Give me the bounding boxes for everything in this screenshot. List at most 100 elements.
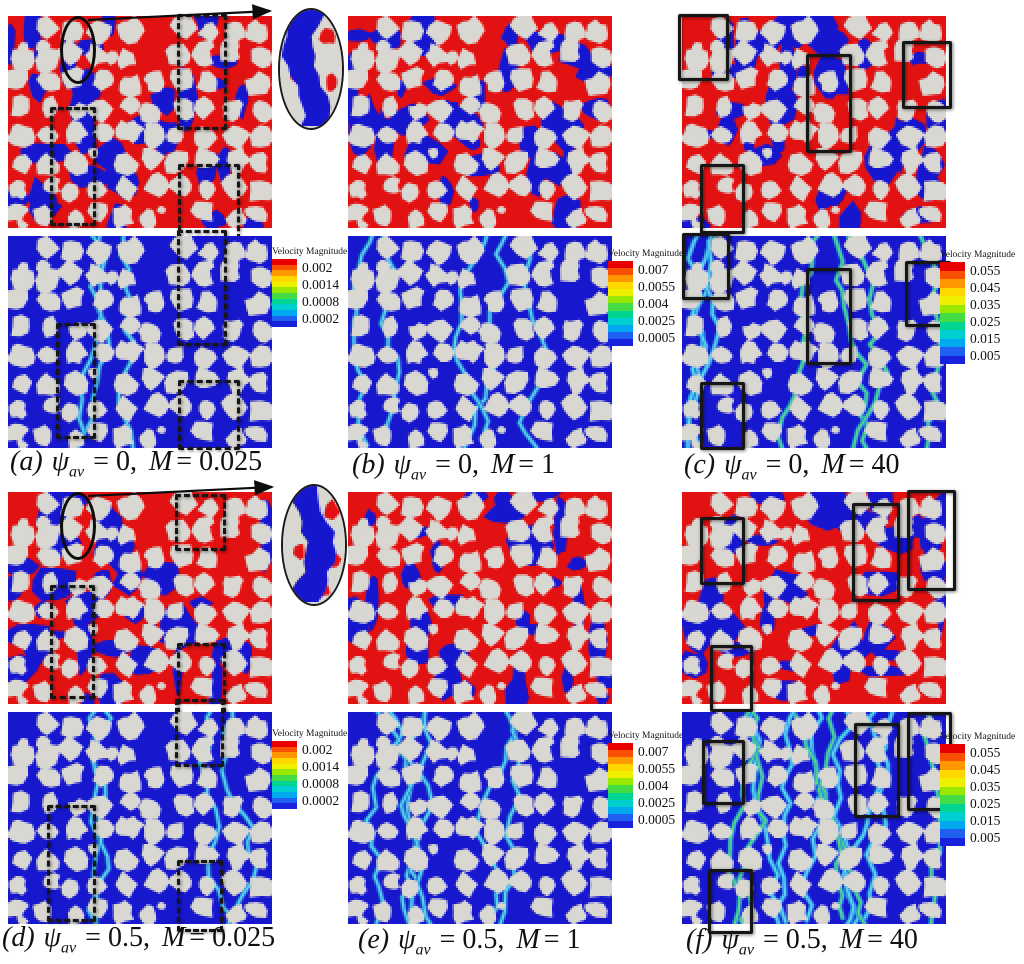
caption-m-value: = 40 bbox=[867, 924, 918, 955]
velocity-map-f bbox=[682, 712, 953, 935]
colorbar-tick-label: 0.004 bbox=[638, 295, 669, 311]
colorbar-swatch bbox=[940, 769, 965, 778]
colorbar-tick-label: 0.0002 bbox=[302, 310, 340, 326]
caption-psi-symbol: ψav bbox=[51, 446, 85, 481]
colorbar-tick-label: 0.015 bbox=[970, 812, 1001, 828]
colorbar-swatch bbox=[272, 741, 297, 747]
caption-m-symbol: M bbox=[148, 446, 173, 477]
colorbar-swatch bbox=[272, 270, 297, 277]
colorbar-swatch bbox=[940, 287, 965, 296]
colorbar-swatch bbox=[608, 317, 633, 325]
colorbar-swatch bbox=[940, 744, 965, 753]
velocity-map-c bbox=[682, 232, 951, 450]
colorbar-tick-label: 0.035 bbox=[970, 296, 1001, 312]
caption-psi-value: = 0, bbox=[765, 449, 810, 480]
highlight-rect-solid bbox=[678, 13, 729, 82]
caption-psi-value: = 0, bbox=[435, 449, 479, 480]
colorbar-body: 0.055 0.045 0.035 0.025 0.015 0.005 bbox=[940, 744, 1015, 846]
colorbar-swatch bbox=[940, 304, 965, 313]
highlight-rect-solid bbox=[700, 517, 745, 585]
colorbar-tick-label: 0.0002 bbox=[302, 792, 340, 808]
caption-index: (d) bbox=[2, 922, 35, 953]
caption-index: (c) bbox=[684, 449, 716, 480]
highlight-rect-solid bbox=[700, 164, 745, 234]
colorbar-swatch bbox=[272, 797, 297, 804]
colorbar-swatch bbox=[608, 275, 633, 283]
colorbar-swatch bbox=[608, 331, 633, 339]
colorbar-tick-label: 0.005 bbox=[970, 829, 1001, 845]
caption-psi-symbol: ψav bbox=[721, 924, 754, 959]
colorbar-tick-label: 0.0025 bbox=[638, 312, 676, 328]
colorbar-tick-labels: 0.007 0.0055 0.004 0.0025 0.0005 bbox=[638, 743, 675, 828]
colorbar-swatch bbox=[608, 778, 633, 786]
caption-b: (b) ψav = 0, M = 1 bbox=[352, 449, 556, 484]
colorbar-swatch bbox=[940, 296, 965, 305]
colorbar-title: Velocity Magnitude bbox=[608, 249, 684, 259]
caption-psi-symbol: ψav bbox=[724, 449, 757, 484]
colorbar-tick-label: 0.004 bbox=[638, 777, 669, 793]
colorbar-swatch bbox=[940, 795, 965, 804]
highlight-rect-dashed bbox=[50, 107, 96, 226]
colorbar-swatch bbox=[940, 829, 965, 838]
colorbar-swatch bbox=[272, 315, 297, 322]
colorbar-title: Velocity Magnitude bbox=[940, 250, 1016, 260]
velocity-map-canvas-e bbox=[348, 712, 612, 924]
colorbar-tick-label: 0.007 bbox=[638, 261, 669, 277]
phase-map-canvas-b bbox=[348, 16, 612, 228]
colorbar-body: 0.055 0.045 0.035 0.025 0.015 0.005 bbox=[940, 262, 1015, 364]
colorbar-swatch bbox=[940, 270, 965, 279]
colorbar-tick-label: 0.035 bbox=[970, 778, 1001, 794]
colorbar-tick-label: 0.0008 bbox=[302, 775, 340, 791]
caption-psi-symbol: ψav bbox=[398, 924, 431, 959]
colorbar-tick-labels: 0.007 0.0055 0.004 0.0025 0.0005 bbox=[638, 261, 675, 346]
colorbar-body: 0.002 0.0014 0.0008 0.0002 bbox=[272, 741, 347, 810]
caption-psi-subscript: av bbox=[741, 466, 757, 484]
caption-psi-value: = 0.5, bbox=[439, 924, 505, 955]
colorbar-swatch bbox=[272, 264, 297, 271]
highlight-rect-solid bbox=[852, 502, 901, 602]
colorbar-body: 0.007 0.0055 0.004 0.0025 0.0005 bbox=[608, 261, 683, 346]
colorbar-tick-label: 0.0005 bbox=[638, 811, 676, 827]
caption-m-value: = 40 bbox=[848, 449, 900, 480]
zoom-arrow-d bbox=[87, 480, 275, 498]
caption-index: (e) bbox=[358, 924, 390, 955]
zoom-arrow-a bbox=[87, 4, 273, 22]
colorbar-swatches bbox=[272, 259, 297, 328]
colorbar-tick-label: 0.0014 bbox=[302, 758, 340, 774]
colorbar-tick-labels: 0.002 0.0014 0.0008 0.0002 bbox=[302, 741, 339, 809]
velocity-map-canvas-c bbox=[682, 236, 946, 448]
highlight-rect-dashed bbox=[175, 699, 225, 767]
colorbar-title: Velocity Magnitude bbox=[940, 732, 1016, 742]
caption-psi-symbol: ψav bbox=[393, 449, 427, 484]
phase-map-e bbox=[348, 492, 612, 704]
velocity-map-b bbox=[348, 236, 612, 448]
colorbar-swatch bbox=[272, 287, 297, 294]
colorbar-swatch bbox=[608, 750, 633, 758]
colorbar-swatch bbox=[272, 304, 297, 311]
colorbar-swatch bbox=[272, 752, 297, 759]
colorbar-c: Velocity Magnitude 0.055 0.045 0.035 0.025 0… bbox=[940, 250, 1015, 364]
colorbar-tick-label: 0.0055 bbox=[638, 278, 676, 294]
caption-index: (a) bbox=[10, 446, 43, 477]
velocity-map-canvas-f bbox=[682, 712, 946, 924]
zoom-inset-canvas-a bbox=[280, 10, 342, 128]
colorbar-swatch bbox=[608, 310, 633, 318]
colorbar-swatch bbox=[608, 785, 633, 793]
colorbar-swatch bbox=[608, 289, 633, 297]
phase-map-f bbox=[682, 489, 956, 713]
colorbar-tick-label: 0.015 bbox=[970, 330, 1001, 346]
highlight-rect-solid bbox=[806, 267, 852, 365]
colorbar-tick-labels: 0.002 0.0014 0.0008 0.0002 bbox=[302, 259, 339, 327]
colorbar-title: Velocity Magnitude bbox=[608, 731, 684, 741]
caption-m-value: = 1 bbox=[518, 449, 556, 480]
colorbar-swatch bbox=[272, 792, 297, 798]
caption-f: (f) ψav = 0.5, M = 40 bbox=[686, 924, 918, 959]
colorbar-tick-label: 0.0014 bbox=[302, 276, 340, 292]
colorbar-tick-label: 0.0005 bbox=[638, 329, 676, 345]
caption-psi-symbol: ψav bbox=[43, 922, 77, 957]
colorbar-swatch bbox=[608, 806, 633, 814]
colorbar-swatch bbox=[272, 803, 297, 810]
caption-d: (d) ψav = 0.5, M = 0.025 bbox=[2, 922, 275, 957]
colorbar-swatch bbox=[608, 792, 633, 800]
